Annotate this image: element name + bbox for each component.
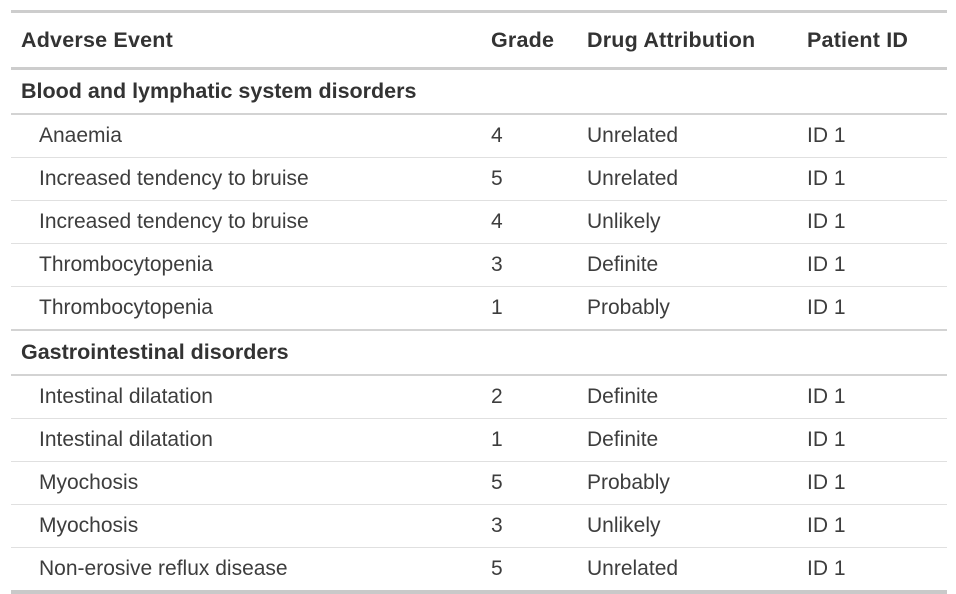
cell-adverse-event: Myochosis <box>11 504 491 548</box>
table-row: Anaemia 4 Unrelated ID 1 <box>11 113 947 158</box>
cell-patient-id: ID 1 <box>807 113 947 158</box>
table-header: Adverse Event Grade Drug Attribution Pat… <box>11 11 947 70</box>
cell-adverse-event: Intestinal dilatation <box>11 418 491 462</box>
cell-adverse-event: Increased tendency to bruise <box>11 200 491 244</box>
cell-adverse-event: Myochosis <box>11 461 491 505</box>
cell-grade: 3 <box>491 504 587 548</box>
cell-grade: 5 <box>491 461 587 505</box>
cell-adverse-event: Non-erosive reflux disease <box>11 547 491 592</box>
cell-patient-id: ID 1 <box>807 547 947 592</box>
cell-grade: 4 <box>491 113 587 158</box>
cell-grade: 5 <box>491 157 587 201</box>
table-row: Non-erosive reflux disease 5 Unrelated ID 1 <box>11 547 947 592</box>
header-row: Adverse Event Grade Drug Attribution Pat… <box>11 11 947 70</box>
cell-drug-attribution: Unrelated <box>587 113 807 158</box>
column-header-grade: Grade <box>491 11 587 70</box>
column-header-adverse-event: Adverse Event <box>11 11 491 70</box>
cell-adverse-event: Increased tendency to bruise <box>11 157 491 201</box>
cell-drug-attribution: Probably <box>587 461 807 505</box>
group-header-row: Blood and lymphatic system disorders <box>11 67 947 115</box>
cell-drug-attribution: Unlikely <box>587 504 807 548</box>
adverse-events-table: Adverse Event Grade Drug Attribution Pat… <box>11 10 947 594</box>
cell-drug-attribution: Unrelated <box>587 157 807 201</box>
table-row: Increased tendency to bruise 5 Unrelated ID… <box>11 157 947 201</box>
cell-grade: 3 <box>491 243 587 287</box>
table-row: Intestinal dilatation 1 Definite ID 1 <box>11 418 947 462</box>
cell-patient-id: ID 1 <box>807 200 947 244</box>
cell-drug-attribution: Definite <box>587 243 807 287</box>
cell-patient-id: ID 1 <box>807 157 947 201</box>
table-row: Thrombocytopenia 1 Probably ID 1 <box>11 286 947 330</box>
cell-adverse-event: Thrombocytopenia <box>11 243 491 287</box>
cell-grade: 2 <box>491 374 587 419</box>
cell-adverse-event: Anaemia <box>11 113 491 158</box>
cell-grade: 5 <box>491 547 587 592</box>
cell-patient-id: ID 1 <box>807 418 947 462</box>
group-header-label: Gastrointestinal disorders <box>11 329 947 376</box>
group-header-label: Blood and lymphatic system disorders <box>11 67 947 115</box>
cell-patient-id: ID 1 <box>807 374 947 419</box>
cell-drug-attribution: Probably <box>587 286 807 330</box>
table-row: Myochosis 3 Unlikely ID 1 <box>11 504 947 548</box>
cell-adverse-event: Intestinal dilatation <box>11 374 491 419</box>
table-body: Blood and lymphatic system disorders Anae… <box>11 67 947 592</box>
cell-grade: 1 <box>491 418 587 462</box>
column-header-drug-attribution: Drug Attribution <box>587 11 807 70</box>
cell-grade: 4 <box>491 200 587 244</box>
cell-drug-attribution: Unlikely <box>587 200 807 244</box>
table-row: Increased tendency to bruise 4 Unlikely ID … <box>11 200 947 244</box>
cell-drug-attribution: Unrelated <box>587 547 807 592</box>
column-header-patient-id: Patient ID <box>807 11 947 70</box>
group-header-row: Gastrointestinal disorders <box>11 329 947 376</box>
table-row: Myochosis 5 Probably ID 1 <box>11 461 947 505</box>
cell-patient-id: ID 1 <box>807 243 947 287</box>
cell-drug-attribution: Definite <box>587 418 807 462</box>
table-row: Intestinal dilatation 2 Definite ID 1 <box>11 374 947 419</box>
cell-patient-id: ID 1 <box>807 461 947 505</box>
cell-drug-attribution: Definite <box>587 374 807 419</box>
cell-adverse-event: Thrombocytopenia <box>11 286 491 330</box>
cell-grade: 1 <box>491 286 587 330</box>
cell-patient-id: ID 1 <box>807 504 947 548</box>
cell-patient-id: ID 1 <box>807 286 947 330</box>
table-row: Thrombocytopenia 3 Definite ID 1 <box>11 243 947 287</box>
